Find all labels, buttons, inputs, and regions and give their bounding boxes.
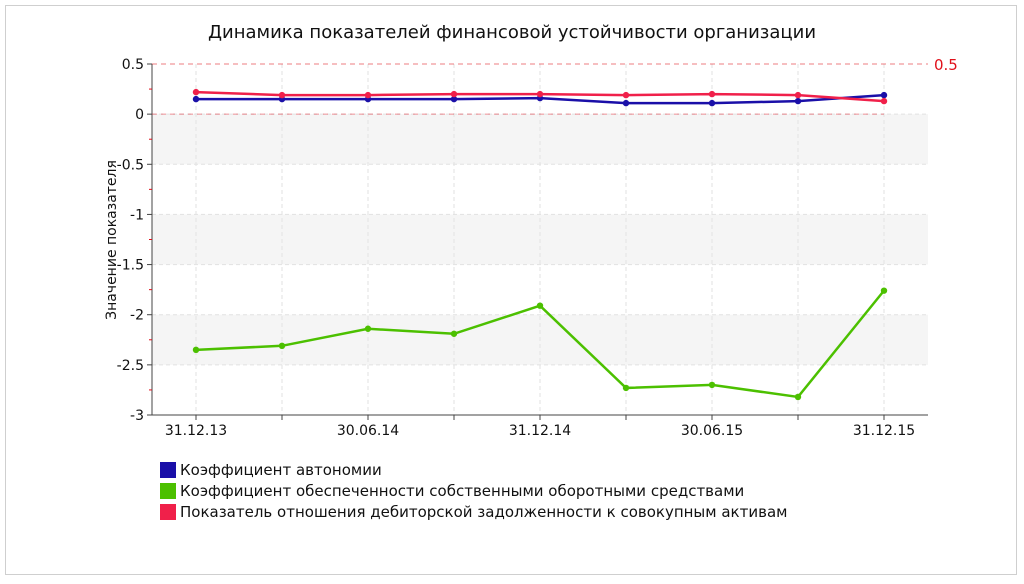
series-2-point — [708, 381, 716, 389]
series-2-point — [278, 342, 286, 350]
legend-label: Показатель отношения дебиторской задолже… — [180, 503, 787, 521]
series-2-point — [880, 287, 888, 294]
legend-swatch — [160, 483, 176, 499]
reference-line-label: 0.5 — [934, 56, 958, 74]
series-2-point — [622, 384, 630, 392]
series-3-point — [192, 88, 200, 96]
chart-title: Динамика показателей финансовой устойчив… — [208, 22, 816, 43]
legend-swatch — [160, 504, 176, 520]
series-2-point — [450, 330, 458, 337]
y-tick-label: -1 — [130, 207, 144, 223]
series-3-point — [278, 91, 286, 99]
series-3-point — [794, 91, 802, 99]
series-1-point — [880, 91, 888, 99]
series-2-point — [364, 325, 372, 332]
x-tick-label: 30.06.15 — [681, 423, 743, 439]
y-tick-label: -3 — [130, 408, 144, 424]
legend-label: Коэффициент автономии — [180, 461, 382, 479]
x-tick-label: 30.06.14 — [337, 423, 399, 439]
legend: Коэффициент автономии Коэффициент обеспеч… — [160, 461, 787, 521]
legend-label: Коэффициент обеспеченности собственными … — [180, 482, 744, 500]
series-3-point — [450, 90, 458, 98]
series-1-point — [708, 99, 716, 107]
y-tick-label: -2 — [130, 308, 144, 324]
series-3-point — [536, 90, 544, 98]
series-1-point — [192, 95, 200, 103]
series-2-point — [794, 393, 802, 401]
axes: 0.5 0 -0.5 -1 -1.5 -2 -2.5 -3 31.12.13 30.06.14 31… — [117, 57, 928, 439]
series-group — [192, 88, 888, 401]
y-tick-label: 0 — [135, 107, 144, 123]
series-1-point — [622, 99, 630, 107]
x-tick-label: 31.12.15 — [853, 423, 915, 439]
x-tick-label: 31.12.14 — [509, 423, 571, 439]
y-tick-label: 0.5 — [122, 57, 144, 73]
series-2-point — [536, 302, 544, 309]
series-2-point — [192, 346, 200, 354]
series-3-point — [708, 90, 716, 98]
y-axis-label: Значение показателя — [104, 160, 120, 320]
grid-lines — [152, 64, 928, 416]
reference-line-group: 0.5 — [152, 56, 958, 115]
y-tick-label: -2.5 — [117, 358, 144, 374]
x-tick-label: 31.12.13 — [165, 423, 227, 439]
y-tick-label: -0.5 — [117, 157, 144, 173]
y-tick-label: -1.5 — [117, 258, 144, 274]
series-1-point — [794, 97, 802, 105]
series-1-point — [450, 95, 458, 103]
series-3-point — [622, 91, 630, 99]
legend-swatch — [160, 462, 176, 478]
chart-frame — [5, 5, 1017, 575]
series-3-point — [880, 97, 888, 105]
series-3-point — [364, 91, 372, 99]
